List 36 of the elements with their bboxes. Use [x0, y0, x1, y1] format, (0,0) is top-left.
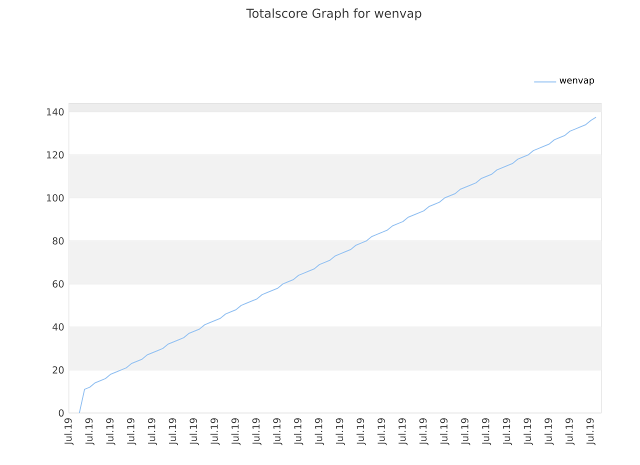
x-tick-label: Jul.19 — [126, 418, 136, 446]
y-tick-label: 0 — [58, 410, 64, 417]
x-tick-label: Jul.19 — [502, 418, 512, 446]
y-tick-label: 100 — [46, 194, 64, 202]
x-tick-label: Jul.19 — [460, 418, 470, 446]
x-tick-label: Jul.19 — [482, 418, 492, 446]
y-tick-label: 120 — [46, 151, 64, 159]
x-tick-label: Jul.19 — [168, 418, 178, 446]
x-tick-label: Jul.19 — [377, 418, 387, 446]
x-tick-label: Jul.19 — [252, 418, 262, 446]
x-tick-label: Jul.19 — [231, 418, 241, 446]
x-tick-label: Jul.19 — [106, 418, 116, 446]
y-tick-label: 20 — [52, 366, 64, 374]
x-tick-label: Jul.19 — [398, 418, 408, 446]
x-tick-label: Jul.19 — [190, 418, 199, 446]
x-tick-label: Jul.19 — [524, 418, 533, 446]
x-tick-label: Jul.19 — [294, 418, 304, 446]
chart-title: Totalscore Graph for wenvap — [246, 8, 422, 20]
y-tick-label: 80 — [52, 237, 64, 245]
x-tick-label: Jul.19 — [210, 418, 220, 446]
x-tick-label: Jul.19 — [273, 418, 282, 446]
x-tick-label: Jul.19 — [336, 418, 345, 446]
x-tick-label: Jul.19 — [544, 418, 554, 446]
x-tick-label: Jul.19 — [148, 418, 158, 446]
x-tick-label: Jul.19 — [314, 418, 324, 446]
x-tick-label: Jul.19 — [565, 418, 575, 446]
x-tick-label: Jul.19 — [419, 418, 428, 446]
x-tick-label: Jul.19 — [440, 418, 450, 446]
y-tick-label: 40 — [52, 323, 64, 331]
x-tick-label: Jul.19 — [64, 418, 74, 446]
x-tick-label: Jul.19 — [356, 418, 366, 446]
y-tick-label: 60 — [52, 280, 64, 288]
x-tick-label: Jul.19 — [586, 418, 596, 446]
legend-label: wenvap — [560, 78, 594, 86]
y-tick-label: 140 — [46, 108, 64, 116]
x-tick-label: Jul.19 — [85, 418, 94, 446]
